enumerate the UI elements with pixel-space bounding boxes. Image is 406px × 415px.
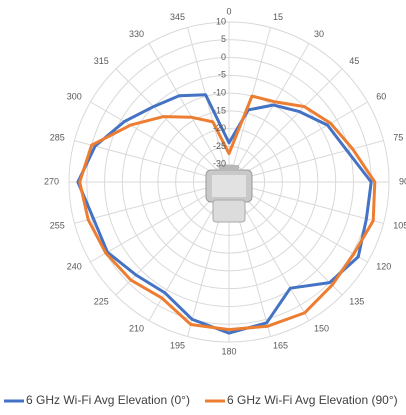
angle-label: 90 (399, 176, 406, 186)
angle-label: 45 (349, 56, 359, 66)
angle-label: 30 (314, 29, 324, 39)
r-tick-label: 10 (216, 16, 226, 26)
r-tick-label: -20 (213, 123, 226, 133)
angle-label: 300 (67, 91, 82, 101)
spoke (115, 68, 230, 183)
angle-label: 60 (376, 91, 386, 101)
angle-label: 0 (226, 6, 231, 16)
r-tick-label: 0 (221, 52, 226, 62)
device-image (205, 165, 253, 223)
angle-label: 180 (221, 346, 236, 356)
angle-label: 285 (50, 132, 65, 142)
angle-label: 105 (393, 220, 406, 230)
angle-label: 345 (170, 12, 185, 22)
spoke (148, 43, 230, 183)
r-tick-label: -5 (218, 70, 226, 80)
series-line (76, 93, 373, 335)
angle-label: 165 (273, 341, 288, 351)
angle-label: 150 (314, 324, 329, 334)
spoke (228, 68, 343, 183)
spoke (90, 101, 230, 183)
angle-label: 330 (129, 29, 144, 39)
legend-label: 6 GHz Wi-Fi Avg Elevation (90°) (227, 393, 398, 407)
angle-label: 15 (273, 12, 283, 22)
r-tick-label: -25 (213, 141, 226, 151)
angle-label: 210 (129, 324, 144, 334)
spoke (228, 43, 310, 183)
angle-label: 255 (50, 220, 65, 230)
series-line (78, 94, 377, 332)
spoke (228, 181, 384, 224)
spoke (74, 140, 230, 183)
angle-label: 195 (170, 341, 185, 351)
legend-label: 6 GHz Wi-Fi Avg Elevation (0°) (26, 393, 190, 407)
spoke (74, 181, 230, 224)
angle-label: 240 (67, 261, 82, 271)
angle-label: 135 (349, 297, 364, 307)
angle-label: 75 (393, 132, 403, 142)
angle-label: 225 (94, 297, 109, 307)
spoke (228, 140, 384, 183)
r-tick-label: -30 (213, 159, 226, 169)
angle-label: 270 (44, 176, 59, 186)
spoke (228, 101, 368, 183)
angle-label: 120 (376, 261, 391, 271)
r-tick-label: 5 (221, 34, 226, 44)
spoke (187, 27, 230, 183)
r-tick-label: -10 (213, 87, 226, 97)
legend: 6 GHz Wi-Fi Avg Elevation (0°) 6 GHz Wi-F… (4, 393, 398, 407)
r-tick-label: -15 (213, 105, 226, 115)
angle-label: 315 (94, 56, 109, 66)
